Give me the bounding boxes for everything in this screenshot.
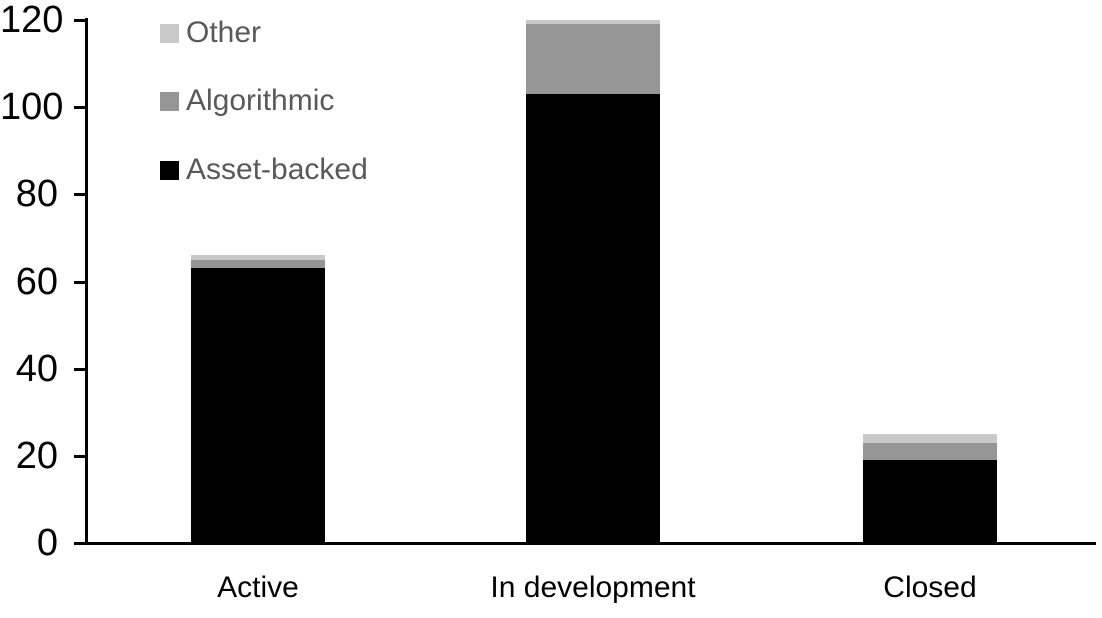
- bar-segment-asset-backed-in-development: [526, 94, 660, 543]
- legend-swatch-algorithmic: [160, 91, 179, 111]
- y-axis-tick-label: 0: [36, 522, 58, 564]
- y-axis-tick-label: 100: [0, 86, 64, 129]
- bar-segment-other-in-development: [526, 20, 660, 25]
- y-axis-tick-label: 60: [15, 260, 58, 303]
- bar-segment-algorithmic-closed: [863, 442, 997, 461]
- legend-swatch-other: [160, 23, 179, 43]
- bar-segment-other-active: [191, 255, 325, 260]
- y-axis-tick: [74, 280, 85, 284]
- bar-segment-other-closed: [863, 434, 997, 443]
- y-axis-tick-label: 80: [15, 173, 58, 216]
- bar-segment-algorithmic-in-development: [526, 24, 660, 95]
- x-axis-category-label-closed: Closed: [883, 571, 977, 604]
- x-axis-line: [74, 542, 1096, 545]
- legend-item-asset-backed: Asset-backed: [160, 153, 368, 186]
- y-axis-tick: [74, 367, 85, 371]
- x-axis-category-label-active: Active: [217, 571, 299, 604]
- y-axis-tick-label: 40: [15, 347, 58, 390]
- y-axis-tick-label: 120: [0, 0, 64, 41]
- bar-segment-asset-backed-active: [191, 268, 325, 543]
- y-axis-tick: [74, 19, 85, 22]
- y-axis-tick: [74, 106, 85, 110]
- legend-label-other: Other: [186, 16, 262, 49]
- bar-segment-asset-backed-closed: [863, 460, 997, 543]
- y-axis-tick: [74, 193, 85, 197]
- x-axis-category-label-in-development: In development: [490, 571, 696, 604]
- legend-item-other: Other: [160, 16, 262, 49]
- legend-label-algorithmic: Algorithmic: [186, 84, 335, 117]
- y-axis-tick: [74, 454, 85, 458]
- legend-swatch-asset-backed: [160, 160, 179, 180]
- y-axis-tick-label: 20: [15, 434, 58, 477]
- y-axis-line: [85, 18, 88, 545]
- legend-label-asset-backed: Asset-backed: [186, 153, 368, 186]
- bar-segment-algorithmic-active: [191, 259, 325, 269]
- legend-item-algorithmic: Algorithmic: [160, 84, 335, 117]
